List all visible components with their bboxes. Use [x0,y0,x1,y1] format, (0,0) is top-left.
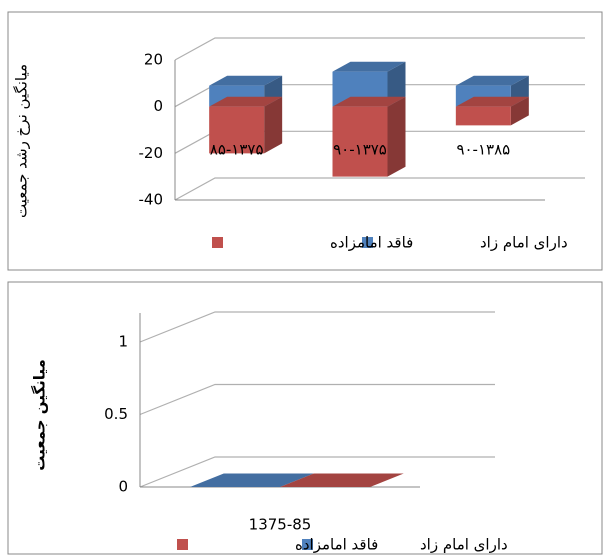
y-axis-label: میانگین جمعیت [31,359,49,471]
y-tick-label: -20 [139,144,164,162]
grid-line [139,311,495,343]
legend-label: دارای امام زاد [480,234,568,252]
bar-face [209,106,265,154]
x-tick-label: ۸۵-۱۳۷۵ [210,141,264,159]
y-axis-label: میانگین نرخ رشد جمعیت [13,64,31,218]
bar-face [332,106,388,177]
legend-swatch [362,237,373,248]
bar [455,96,529,126]
bar [190,473,314,487]
bar-face [264,96,283,154]
bar-face [280,473,404,487]
legend-swatch [212,237,223,248]
bar-face [387,96,406,177]
bar-face [190,473,314,487]
bar [209,96,283,154]
grid-line [139,383,495,416]
legend-swatch [302,539,313,550]
bar-face [510,96,529,126]
legend-label: فاقد امامزاده [330,234,413,252]
y-tick-label: 20 [144,51,163,69]
bar-face [455,75,529,86]
legend-label: فاقد امامزاده [295,536,378,554]
bar [280,473,404,487]
bar-face [455,96,529,107]
y-tick-label: 0 [153,97,163,115]
grid-line [174,177,585,201]
y-tick-label: 1 [118,333,128,351]
x-tick-label: 1375-85 [249,516,312,534]
grid-line [139,456,495,488]
bar-face [455,106,511,126]
y-tick-label: 0 [118,478,128,496]
bar-face [332,96,406,107]
bar-face [209,96,283,107]
bar-face [332,61,406,72]
y-tick-label: 0.5 [104,405,128,423]
y-tick-label: -40 [139,191,164,209]
bar [332,96,406,177]
bar-face [209,75,283,86]
x-tick-label: ۹۰-۱۳۷۵ [333,141,387,159]
chart-frame [7,281,603,555]
legend-label: دارای امام زاد [420,536,508,554]
bar-face [387,61,406,107]
x-tick-label: ۹۰-۱۳۸۵ [456,141,510,159]
chart-frame [7,11,603,271]
grid-line [174,37,585,61]
legend-swatch [177,539,188,550]
